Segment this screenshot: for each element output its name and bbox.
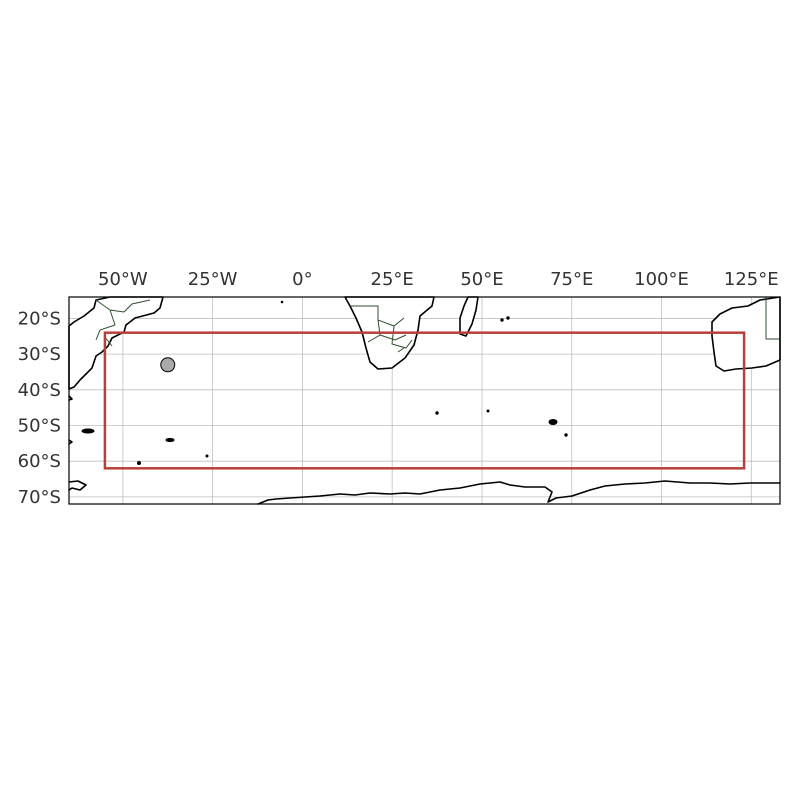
madagascar-land (459, 296, 479, 337)
australia-land (711, 296, 781, 372)
crozet-islands (486, 409, 490, 413)
south-georgia (165, 438, 175, 442)
coastlines (68, 296, 781, 505)
latitude-tick-labels: 20°S 30°S 40°S 50°S 60°S 70°S (18, 308, 61, 507)
falkland-islands (81, 428, 95, 434)
heard-island (564, 433, 568, 437)
longitude-tick-label: 0° (292, 269, 312, 290)
longitude-tick-label: 75°E (550, 269, 593, 290)
longitude-tick-label: 50°W (98, 269, 148, 290)
tierra-del-fuego-coast (68, 480, 87, 491)
antarctica-coast (257, 480, 781, 505)
kerguelen-islands (548, 419, 558, 425)
reunion (506, 316, 510, 320)
location-marker (160, 357, 176, 373)
south-america-land (68, 296, 164, 390)
latitude-tick-label: 40°S (18, 380, 61, 401)
latitude-tick-label: 30°S (18, 344, 61, 365)
map-background (69, 297, 780, 504)
latitude-tick-label: 60°S (18, 451, 61, 472)
mauritius (500, 318, 504, 322)
latitude-tick-label: 20°S (18, 308, 61, 329)
longitude-tick-label: 125°E (724, 269, 779, 290)
longitude-tick-label: 50°E (460, 269, 503, 290)
prince-edward-islands (435, 411, 439, 415)
region-bounding-box (103, 331, 746, 470)
latitude-tick-label: 70°S (18, 487, 61, 508)
longitude-tick-label: 100°E (634, 269, 689, 290)
patagonia-coast (68, 395, 73, 445)
trindade-island (280, 300, 284, 304)
africa-borders (350, 305, 413, 353)
longitude-tick-label: 25°E (371, 269, 414, 290)
longitude-tick-label: 25°W (188, 269, 238, 290)
south-sandwich-islands (205, 454, 209, 458)
australia-borders (765, 297, 780, 340)
longitude-tick-labels: 50°W 25°W 0° 25°E 50°E 75°E 100°E 125°E (98, 269, 779, 290)
latitude-tick-label: 50°S (18, 415, 61, 436)
south-america-borders (95, 299, 151, 347)
south-orkney-islands (137, 461, 141, 465)
map-frame (68, 296, 781, 505)
map-area (68, 296, 781, 505)
